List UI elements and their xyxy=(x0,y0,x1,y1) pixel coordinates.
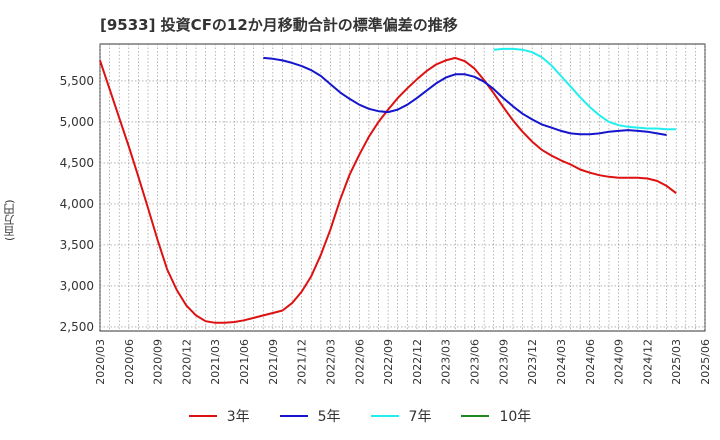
x-tick-label: 2022/06 xyxy=(353,339,366,385)
series-line-5年 xyxy=(263,56,667,136)
y-tick-label: 4,500 xyxy=(60,156,94,170)
x-tick-label: 2022/09 xyxy=(382,339,395,385)
x-tick-label: 2023/12 xyxy=(526,339,539,385)
x-tick-label: 2022/03 xyxy=(324,339,337,385)
legend-swatch xyxy=(188,415,217,417)
legend-swatch xyxy=(370,415,399,417)
y-tick-label: 5,500 xyxy=(60,74,94,88)
x-tick-label: 2024/12 xyxy=(641,339,654,385)
y-tick-label: 2,500 xyxy=(60,320,94,334)
y-tick-label: 4,000 xyxy=(60,197,94,211)
line-chart: 2,500 3,000 3,500 4,000 4,500 5,000 5,500 2020/… xyxy=(60,43,712,385)
y-tick-label: 3,500 xyxy=(60,238,94,252)
legend-label: 10年 xyxy=(499,409,532,425)
x-tick-label: 2023/06 xyxy=(469,339,482,385)
legend-item: 7年 xyxy=(370,404,432,428)
x-tick-label: 2020/12 xyxy=(180,339,193,385)
legend-swatch xyxy=(279,415,308,417)
y-tick-label: 3,000 xyxy=(60,279,94,293)
chart-title: [9533] 投資CFの12か月移動合計の標準偏差の推移 xyxy=(100,16,458,34)
x-tick-label: 2024/09 xyxy=(613,339,626,385)
legend-label: 7年 xyxy=(408,409,432,425)
legend-label: 3年 xyxy=(226,409,250,425)
x-tick-label: 2020/06 xyxy=(123,339,136,385)
chart-legend: 3年 5年 7年 10年 xyxy=(0,404,720,428)
x-tick-label: 2025/03 xyxy=(670,339,683,385)
x-tick-label: 2021/09 xyxy=(267,339,280,385)
x-tick-label: 2023/09 xyxy=(497,339,510,385)
legend-label: 5年 xyxy=(317,409,341,425)
legend-item: 5年 xyxy=(279,404,341,428)
legend-item: 3年 xyxy=(188,404,250,428)
x-tick-label: 2023/03 xyxy=(440,339,453,385)
x-tick-label: 2024/03 xyxy=(555,339,568,385)
plot-area xyxy=(99,43,706,332)
x-tick-label: 2025/06 xyxy=(699,339,712,385)
series-line-7年 xyxy=(493,47,677,131)
x-tick-label: 2021/03 xyxy=(209,339,222,385)
x-tick-label: 2022/12 xyxy=(411,339,424,385)
x-tick-label: 2020/03 xyxy=(94,339,107,385)
x-tick-label: 2021/12 xyxy=(296,339,309,385)
x-tick-label: 2020/09 xyxy=(152,339,165,385)
series-line-3年 xyxy=(99,56,677,324)
y-tick-label: 5,000 xyxy=(60,115,94,129)
legend-swatch xyxy=(461,415,490,417)
x-tick-label: 2021/06 xyxy=(238,339,251,385)
legend-item: 10年 xyxy=(461,404,531,428)
x-tick-label: 2024/06 xyxy=(584,339,597,385)
